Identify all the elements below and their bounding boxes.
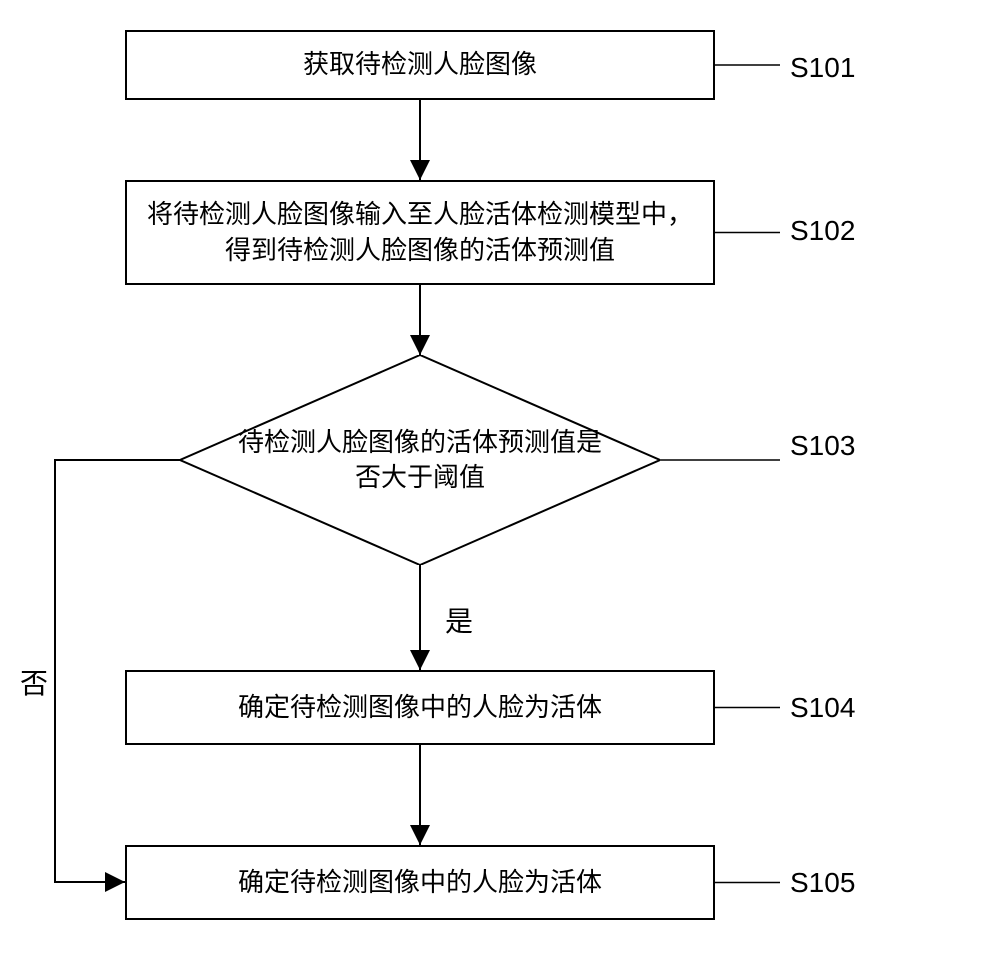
step-label-s102: S102 [790,215,855,247]
node-text: 将待检测人脸图像输入至人脸活体检测模型中，得到待检测人脸图像的活体预测值 [143,197,697,267]
step-label-s101: S101 [790,52,855,84]
flowchart-node-s102: 将待检测人脸图像输入至人脸活体检测模型中，得到待检测人脸图像的活体预测值 [125,180,715,285]
step-label-s105: S105 [790,867,855,899]
node-text: 确定待检测图像中的人脸为活体 [238,690,602,725]
flowchart-node-s105: 确定待检测图像中的人脸为活体 [125,845,715,920]
node-text: 待检测人脸图像的活体预测值是否大于阈值 [228,425,612,495]
flowchart-node-s103: 待检测人脸图像的活体预测值是否大于阈值 [180,355,660,565]
step-label-s104: S104 [790,692,855,724]
flowchart-node-s101: 获取待检测人脸图像 [125,30,715,100]
edge-label-4: 否 [20,662,48,702]
step-label-s103: S103 [790,430,855,462]
flowchart-node-s104: 确定待检测图像中的人脸为活体 [125,670,715,745]
node-text: 获取待检测人脸图像 [303,47,537,82]
node-text: 确定待检测图像中的人脸为活体 [238,865,602,900]
edge-label-2: 是 [445,600,473,640]
